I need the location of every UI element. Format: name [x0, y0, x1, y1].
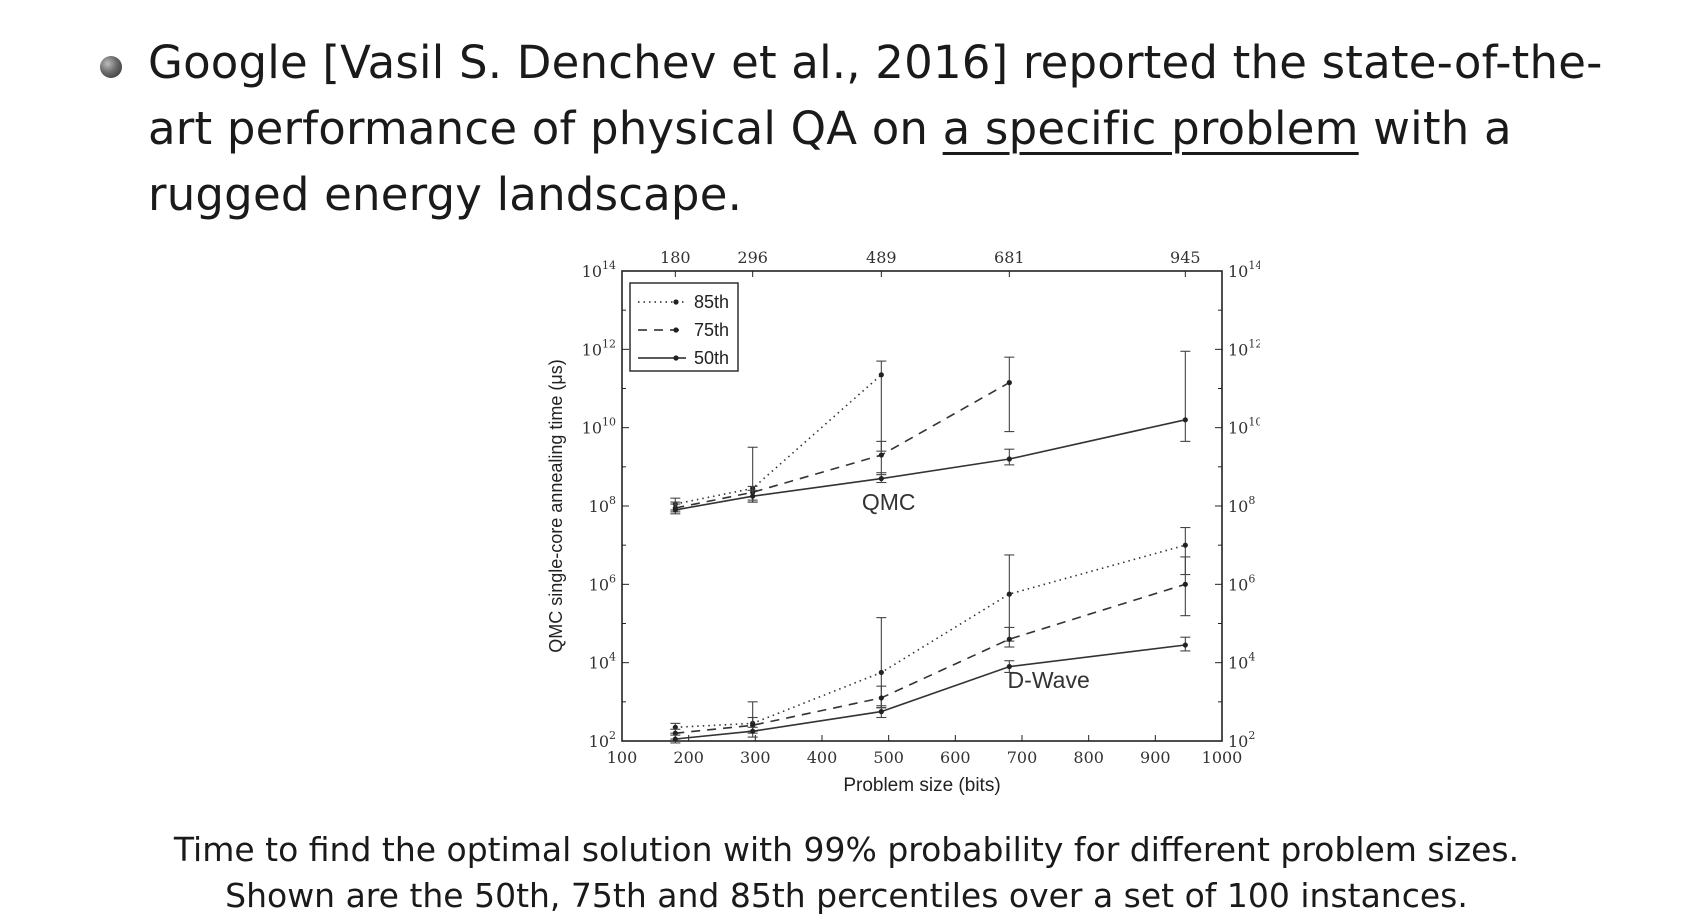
x-tick-label: 400 [807, 748, 838, 767]
data-point [878, 475, 884, 482]
x-tick-label: 100 [607, 748, 638, 767]
y-tick-label-right: 1014 [1228, 259, 1260, 281]
top-tick-label: 945 [1170, 248, 1201, 267]
annealing-time-chart: 100 200 300 400 500 600 700 800 900 1000 180 296 489… [546, 248, 1260, 796]
data-point [1182, 581, 1188, 587]
data-point [1006, 663, 1012, 670]
y-axis-label-left: QMC single-core annealing time (μs) [546, 359, 566, 652]
top-tick-label: 180 [660, 248, 691, 267]
y-tick-label-right: 1012 [1228, 337, 1260, 359]
series-line-qmc-85th [675, 374, 882, 505]
legend-label-85th: 85th [694, 292, 729, 312]
annotation-qmc: QMC [862, 489, 916, 515]
data-point [878, 669, 884, 676]
legend-box [629, 282, 739, 372]
x-tick-label: 200 [673, 748, 704, 767]
data-point [1006, 456, 1012, 462]
y-tick-label-right: 1010 [1228, 416, 1260, 438]
caption-line-2: Shown are the 50th, 75th and 85th percen… [225, 876, 1468, 915]
data-point [878, 372, 884, 378]
x-tick-label: 700 [1007, 748, 1038, 767]
bullet-dot-icon [100, 56, 122, 78]
data-point [878, 709, 884, 715]
data-point [672, 724, 678, 730]
data-point [1182, 542, 1188, 548]
y-tick-label-left: 1010 [582, 416, 616, 438]
data-point [750, 493, 756, 499]
series-line-d-wave-85th [675, 544, 1186, 729]
x-tick-label: 600 [940, 748, 971, 767]
x-tick-label: 500 [873, 748, 904, 767]
data-point [1006, 380, 1012, 386]
top-tick-label: 489 [866, 248, 897, 267]
data-point [672, 507, 678, 513]
y-tick-label-left: 106 [589, 572, 616, 594]
legend-label-75th: 75th [694, 320, 729, 340]
legend-marker [673, 327, 679, 333]
data-point [672, 736, 678, 742]
bullet-text: Google [Vasil S. Denchev et al., 2016] r… [148, 30, 1648, 228]
data-point [878, 695, 884, 701]
x-tick-label: 300 [740, 748, 771, 767]
y-tick-label-left: 108 [589, 494, 616, 516]
y-tick-label-left: 1012 [582, 337, 616, 359]
data-point [750, 722, 756, 728]
y-tick-label-left: 1014 [582, 259, 616, 281]
data-point [1006, 636, 1012, 642]
legend-label-50th: 50th [694, 348, 729, 368]
y-tick-label-left: 102 [589, 729, 616, 751]
y-tick-label-right: 102 [1228, 729, 1255, 751]
y-tick-label-right: 106 [1228, 572, 1255, 594]
y-tick-label-left: 104 [589, 651, 616, 673]
top-tick-label: 296 [737, 248, 768, 267]
x-tick-label: 800 [1073, 748, 1104, 767]
legend-marker [673, 299, 679, 305]
top-tick-label: 681 [994, 248, 1025, 267]
x-axis-label: Problem size (bits) [843, 775, 1000, 796]
caption-line-1: Time to find the optimal solution with 9… [173, 830, 1520, 869]
legend-marker [673, 355, 679, 361]
series-line-d-wave-75th [675, 583, 1186, 734]
data-point [1182, 417, 1188, 423]
y-tick-label-right: 104 [1228, 651, 1255, 673]
series-line-qmc-75th [675, 381, 1010, 509]
data-point [878, 452, 884, 458]
data-point [750, 728, 756, 734]
bullet-text-part2: with a rugged energy landscape. [148, 102, 1512, 221]
annotation-dwave: D-Wave [1008, 667, 1090, 693]
data-point [1006, 591, 1012, 597]
x-tick-label: 1000 [1202, 748, 1243, 767]
underlined-phrase: a specific problem [942, 102, 1359, 155]
data-point [672, 730, 678, 736]
x-tick-label: 900 [1140, 748, 1171, 767]
y-tick-label-right: 108 [1228, 494, 1255, 516]
data-point [1182, 642, 1188, 648]
bullet-text-part1: Google [Vasil S. Denchev et al., 2016] r… [148, 36, 1603, 155]
